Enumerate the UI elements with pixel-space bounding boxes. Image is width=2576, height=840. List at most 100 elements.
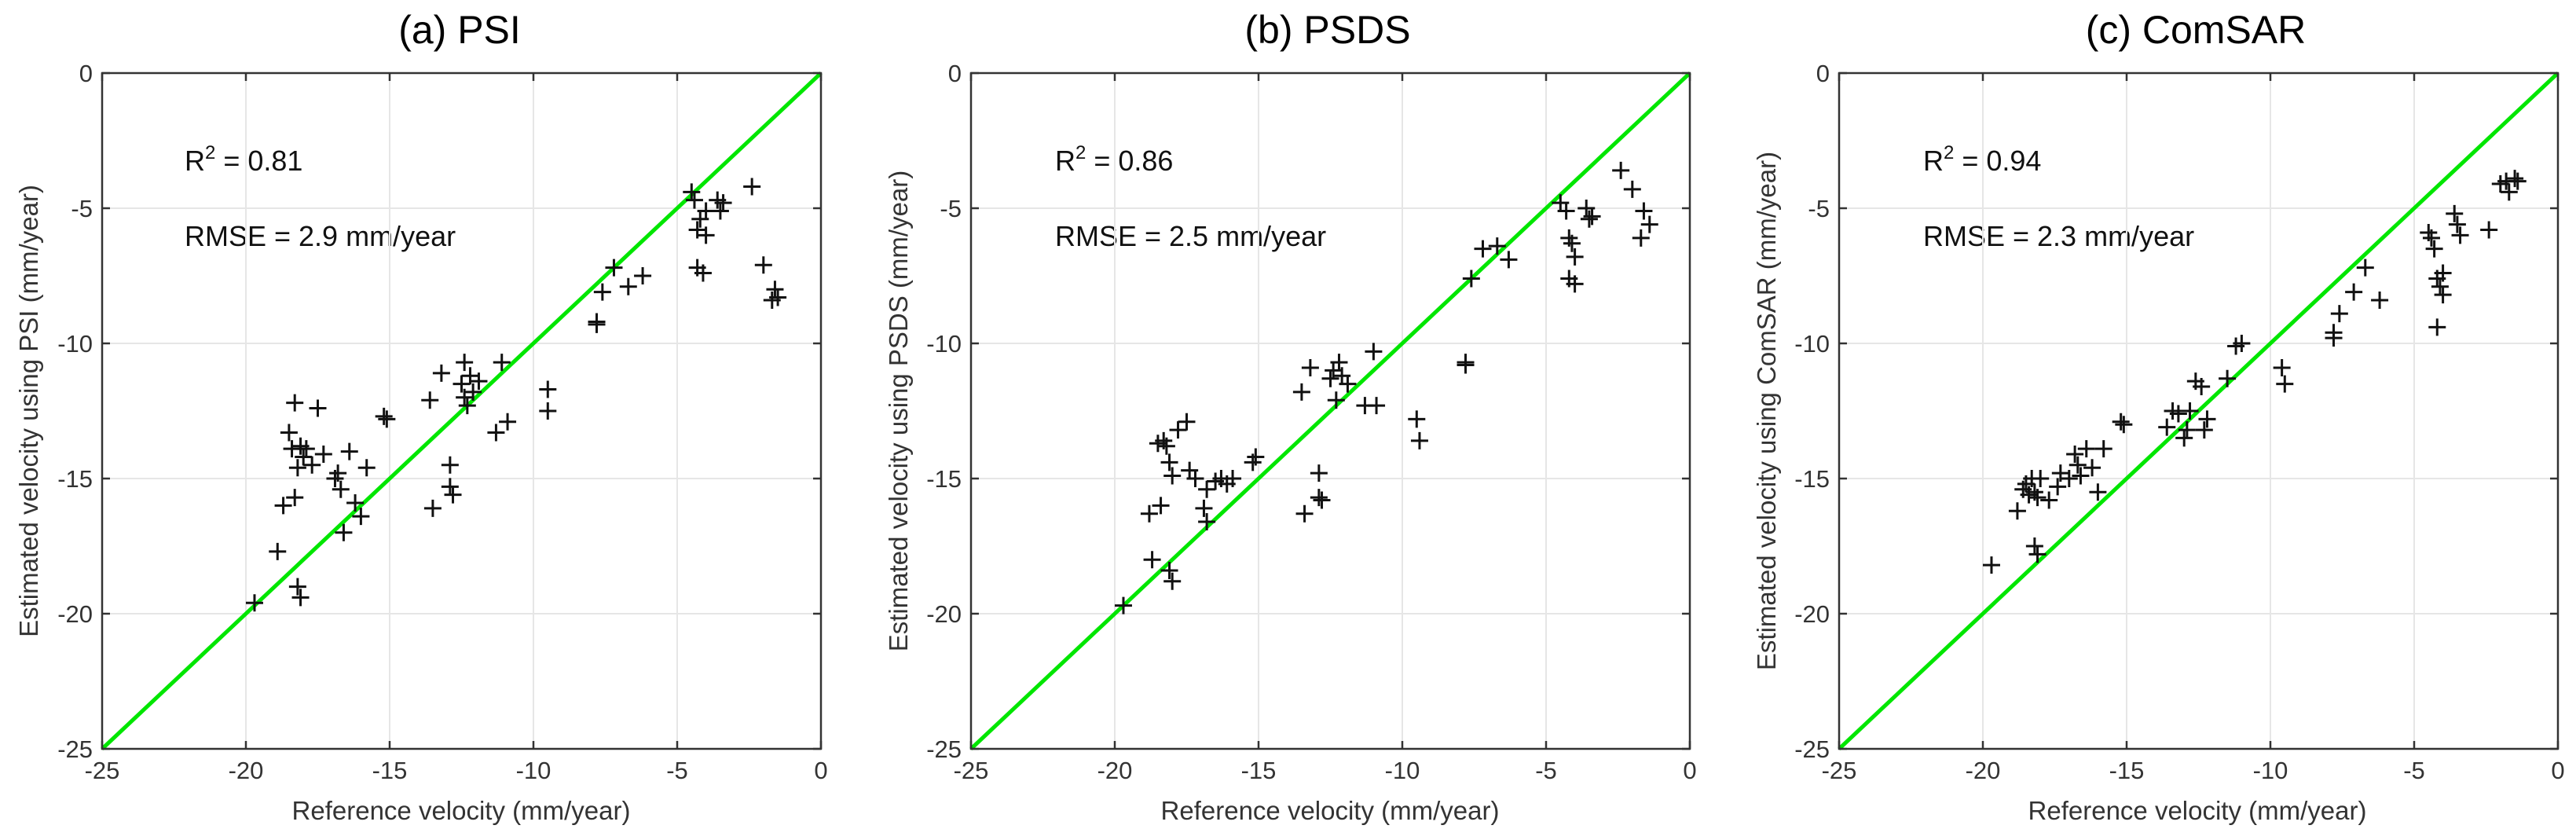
scatter-point <box>2175 429 2193 447</box>
scatter-point <box>286 394 304 412</box>
plot-area-b: -25 -20 -15 -10 -5 0 -25 -20 -15 -10 -5 0 <box>926 60 1696 784</box>
y-tick-label: -5 <box>1808 195 1830 222</box>
x-tick-label: -5 <box>2403 757 2425 784</box>
scatter-point <box>743 178 761 196</box>
scatter-point <box>2345 283 2363 301</box>
r2-sup-a: 2 <box>205 142 215 163</box>
identity-line <box>969 72 1691 750</box>
scatter-point <box>593 283 611 301</box>
scatter-point <box>539 380 557 398</box>
y-axis-label-c: Estimated velocity using ComSAR (mm/year… <box>1752 152 1781 670</box>
scatter-point <box>1623 180 1641 198</box>
scatter-point <box>1198 513 1216 531</box>
panel-title-a: (a) PSI <box>398 8 521 52</box>
scatter-point <box>2115 416 2133 434</box>
scatter-point <box>2025 537 2043 555</box>
scatter-point <box>2083 459 2101 477</box>
scatter-point <box>1247 448 1265 466</box>
scatter-point <box>619 277 637 295</box>
scatter-point <box>1365 343 1383 361</box>
scatter-point <box>2330 305 2348 323</box>
scatter-point <box>1321 369 1339 387</box>
plot-area-c: -25 -20 -15 -10 -5 0 -25 -20 -15 -10 -5 0 <box>1794 60 2564 784</box>
scatter-point <box>2434 264 2452 282</box>
scatter-point <box>1160 561 1178 579</box>
scatter-point <box>2371 291 2389 309</box>
rmse-annotation-a: RMSE = 2.9 mm/year <box>185 220 456 252</box>
scatter-point <box>245 594 263 612</box>
x-tick-label: -25 <box>85 757 120 784</box>
scatter-point <box>1163 467 1182 485</box>
scatter-point <box>1612 161 1630 179</box>
scatter-point <box>2448 215 2466 233</box>
y-tick-label: -20 <box>926 600 962 628</box>
scatter-point <box>2066 446 2084 464</box>
scatter-point <box>605 259 623 277</box>
scatter-point <box>1310 489 1328 507</box>
scatter-point <box>683 183 701 201</box>
panel-b: (b) PSDS R2 = 0.86 RMSE = 2.5 mm/year Re… <box>884 8 1697 825</box>
x-tick-label: -20 <box>229 757 264 784</box>
scatter-point <box>1313 491 1331 509</box>
scatter-point <box>297 440 315 458</box>
identity-line <box>101 72 823 750</box>
y-tick-label: -5 <box>71 195 93 222</box>
scatter-point <box>1310 464 1328 482</box>
scatter-point <box>1566 275 1584 293</box>
x-tick-label: -20 <box>1966 757 2001 784</box>
r2-label-b: R <box>1055 145 1075 177</box>
scatter-point <box>332 480 350 498</box>
scatter-point <box>1169 421 1187 439</box>
scatter-point <box>2273 358 2291 376</box>
y-axis-label-b: Estimated velocity using PSDS (mm/year) <box>884 171 913 652</box>
scatter-point <box>1557 202 1575 220</box>
scatter-point <box>1295 504 1314 523</box>
scatter-point <box>2325 329 2343 347</box>
scatter-point <box>335 523 353 541</box>
scatter-point <box>2480 221 2498 239</box>
scatter-point <box>456 354 474 372</box>
scatter-point <box>493 354 511 372</box>
y-tick-label: 0 <box>1816 60 1830 87</box>
scatter-point <box>280 424 298 442</box>
scatter-point <box>1301 358 1319 376</box>
scatter-point <box>1632 229 1650 247</box>
y-tick-label: -25 <box>1794 735 1830 763</box>
scatter-point <box>2089 483 2107 501</box>
scatter-point <box>2422 229 2440 247</box>
scatter-point <box>2233 335 2251 352</box>
scatter-point <box>309 399 327 417</box>
scatter-point <box>1408 410 1426 428</box>
y-tick-label: -5 <box>940 195 962 222</box>
scatter-point <box>2451 226 2469 244</box>
scatter-point <box>634 267 652 284</box>
x-axis-label-a: Reference velocity (mm/year) <box>292 796 631 825</box>
scatter-point <box>1640 215 1658 233</box>
scatter-point <box>2072 467 2090 485</box>
scatter-point <box>2434 286 2452 304</box>
scatter-point <box>2195 421 2213 439</box>
scatter-point <box>357 459 376 477</box>
scatter-point <box>539 402 557 420</box>
y-tick-label: -25 <box>926 735 962 763</box>
scatter-point <box>1157 437 1175 455</box>
scatter-point <box>274 497 292 515</box>
r2-annotation-a: R2 = 0.81 <box>185 142 302 177</box>
scatter-point <box>444 486 462 504</box>
scatter-point <box>1140 504 1158 523</box>
scatter-point <box>269 542 287 560</box>
scatter-point <box>1224 470 1242 487</box>
y-tick-label: -10 <box>926 330 962 358</box>
scatter-point <box>711 202 729 220</box>
axes-box <box>101 72 823 750</box>
scatter-point <box>2028 489 2047 507</box>
r2-value-a: = 0.81 <box>215 145 302 177</box>
scatter-point <box>1462 270 1480 288</box>
y-tick-label: -15 <box>1794 465 1830 493</box>
scatter-point <box>1160 453 1178 471</box>
y-tick-label: -20 <box>57 600 93 628</box>
scatter-point <box>288 459 306 477</box>
x-tick-label: 0 <box>2551 757 2564 784</box>
panel-title-c: (c) ComSAR <box>2086 8 2307 52</box>
scatter-point <box>1410 431 1428 449</box>
